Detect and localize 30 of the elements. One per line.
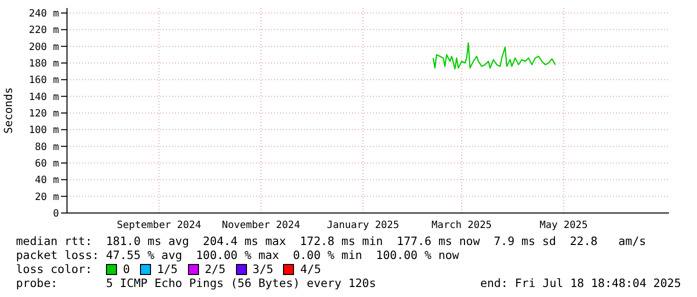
y-tick-label: 100 m xyxy=(28,125,59,136)
x-tick-label: September 2024 xyxy=(116,220,202,232)
y-tick-label: 200 m xyxy=(28,42,59,53)
y-tick-label: 140 m xyxy=(28,92,59,103)
legend-label: 1/5 xyxy=(156,262,178,276)
text: probe: 5 ICMP Echo Pings (56 Bytes) every 120s xyxy=(16,276,376,290)
y-tick-label: 120 m xyxy=(28,108,59,120)
line-series xyxy=(432,42,556,70)
x-tick-label: March 2025 xyxy=(432,220,492,232)
y-tick-label: 180 m xyxy=(28,58,59,70)
y-tick-label: 60 m xyxy=(34,158,59,170)
y-tick-label: 40 m xyxy=(34,175,59,186)
y-tick-label: 220 m xyxy=(28,25,59,36)
y-tick-label: 80 m xyxy=(34,142,59,153)
legend-title: loss color: xyxy=(16,262,94,276)
legend-label: 2/5 xyxy=(204,262,226,276)
legend-label: 0 xyxy=(123,262,130,276)
x-tick-label: May 2025 xyxy=(540,220,588,232)
legend-label: 4/5 xyxy=(300,262,322,276)
text: packet loss: 47.55 % avg 100.00 % max 0.00 % min 100.00 % now xyxy=(16,248,460,262)
x-tick-label: November 2024 xyxy=(222,220,300,232)
text: median rtt: 181.0 ms avg 204.4 ms max 172.8 ms min 177.6 ms now 7.9 ms sd 22.8 am/s xyxy=(16,234,648,248)
x-tick-label: January 2025 xyxy=(326,220,400,232)
y-tick-label: 240 m xyxy=(28,8,59,20)
y-tick-label: 20 m xyxy=(34,192,59,203)
text: end: Fri Jul 18 18:48:04 2025 xyxy=(480,276,681,290)
y-tick-label: 160 m xyxy=(28,75,59,86)
y-tick-label: 0 xyxy=(52,208,59,220)
y-axis-title: Seconds xyxy=(2,87,15,134)
legend-label: 3/5 xyxy=(252,262,274,276)
